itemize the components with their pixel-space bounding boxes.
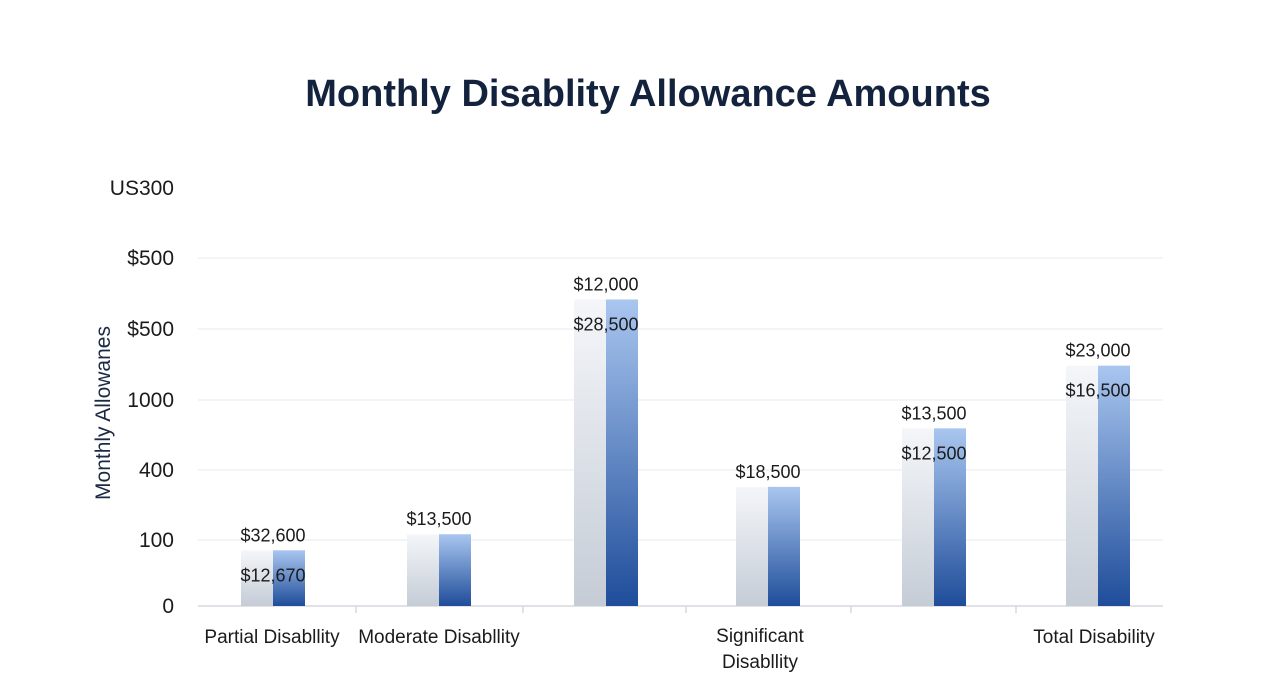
data-label: $13,500 — [901, 403, 966, 423]
bar — [439, 534, 471, 606]
bar — [1066, 365, 1098, 606]
y-tick-label: US300 — [110, 177, 174, 200]
category-labels: Partial Disabllity Moderate Disabllity Sig… — [204, 626, 1155, 673]
data-label: $12,670 — [240, 565, 305, 585]
data-label: $28,500 — [573, 314, 638, 334]
y-tick-label: 400 — [139, 459, 174, 482]
data-label: $13,500 — [406, 509, 471, 529]
data-label: $16,500 — [1065, 381, 1130, 401]
grid-lines — [198, 257, 1163, 613]
category-label: Total Disability — [1033, 627, 1155, 648]
category-label: Moderate Disabllity — [358, 627, 520, 648]
data-label: $23,000 — [1065, 341, 1130, 361]
category-label: Partial Disabllity — [204, 627, 340, 648]
bar — [902, 428, 934, 606]
y-axis-label: Monthly Allowanes — [92, 326, 115, 500]
y-tick-label: 0 — [162, 595, 174, 618]
bar — [768, 486, 800, 606]
bar — [736, 486, 768, 606]
bar — [407, 534, 439, 606]
bar — [934, 428, 966, 606]
value-labels: $32,600 $12,670 $13,500 $12,000 $28,500 $18,5… — [240, 274, 1130, 585]
bars — [241, 299, 1130, 606]
bar — [606, 299, 638, 606]
y-tick-label: 100 — [139, 529, 174, 552]
data-label: $12,000 — [573, 274, 638, 294]
y-tick-label: 1000 — [127, 389, 174, 412]
data-label: $12,500 — [901, 443, 966, 463]
category-label: Significant — [716, 626, 804, 647]
chart-title: Monthly Disablity Allowance Amounts — [305, 73, 990, 115]
bar — [574, 299, 606, 606]
bar — [241, 550, 273, 606]
category-label: Disabllity — [722, 652, 799, 673]
bar — [273, 550, 305, 606]
y-tick-label: $500 — [127, 247, 174, 270]
data-label: $32,600 — [240, 525, 305, 545]
y-tick-label: $500 — [127, 318, 174, 341]
data-label: $18,500 — [735, 462, 800, 482]
bar — [1098, 365, 1130, 606]
